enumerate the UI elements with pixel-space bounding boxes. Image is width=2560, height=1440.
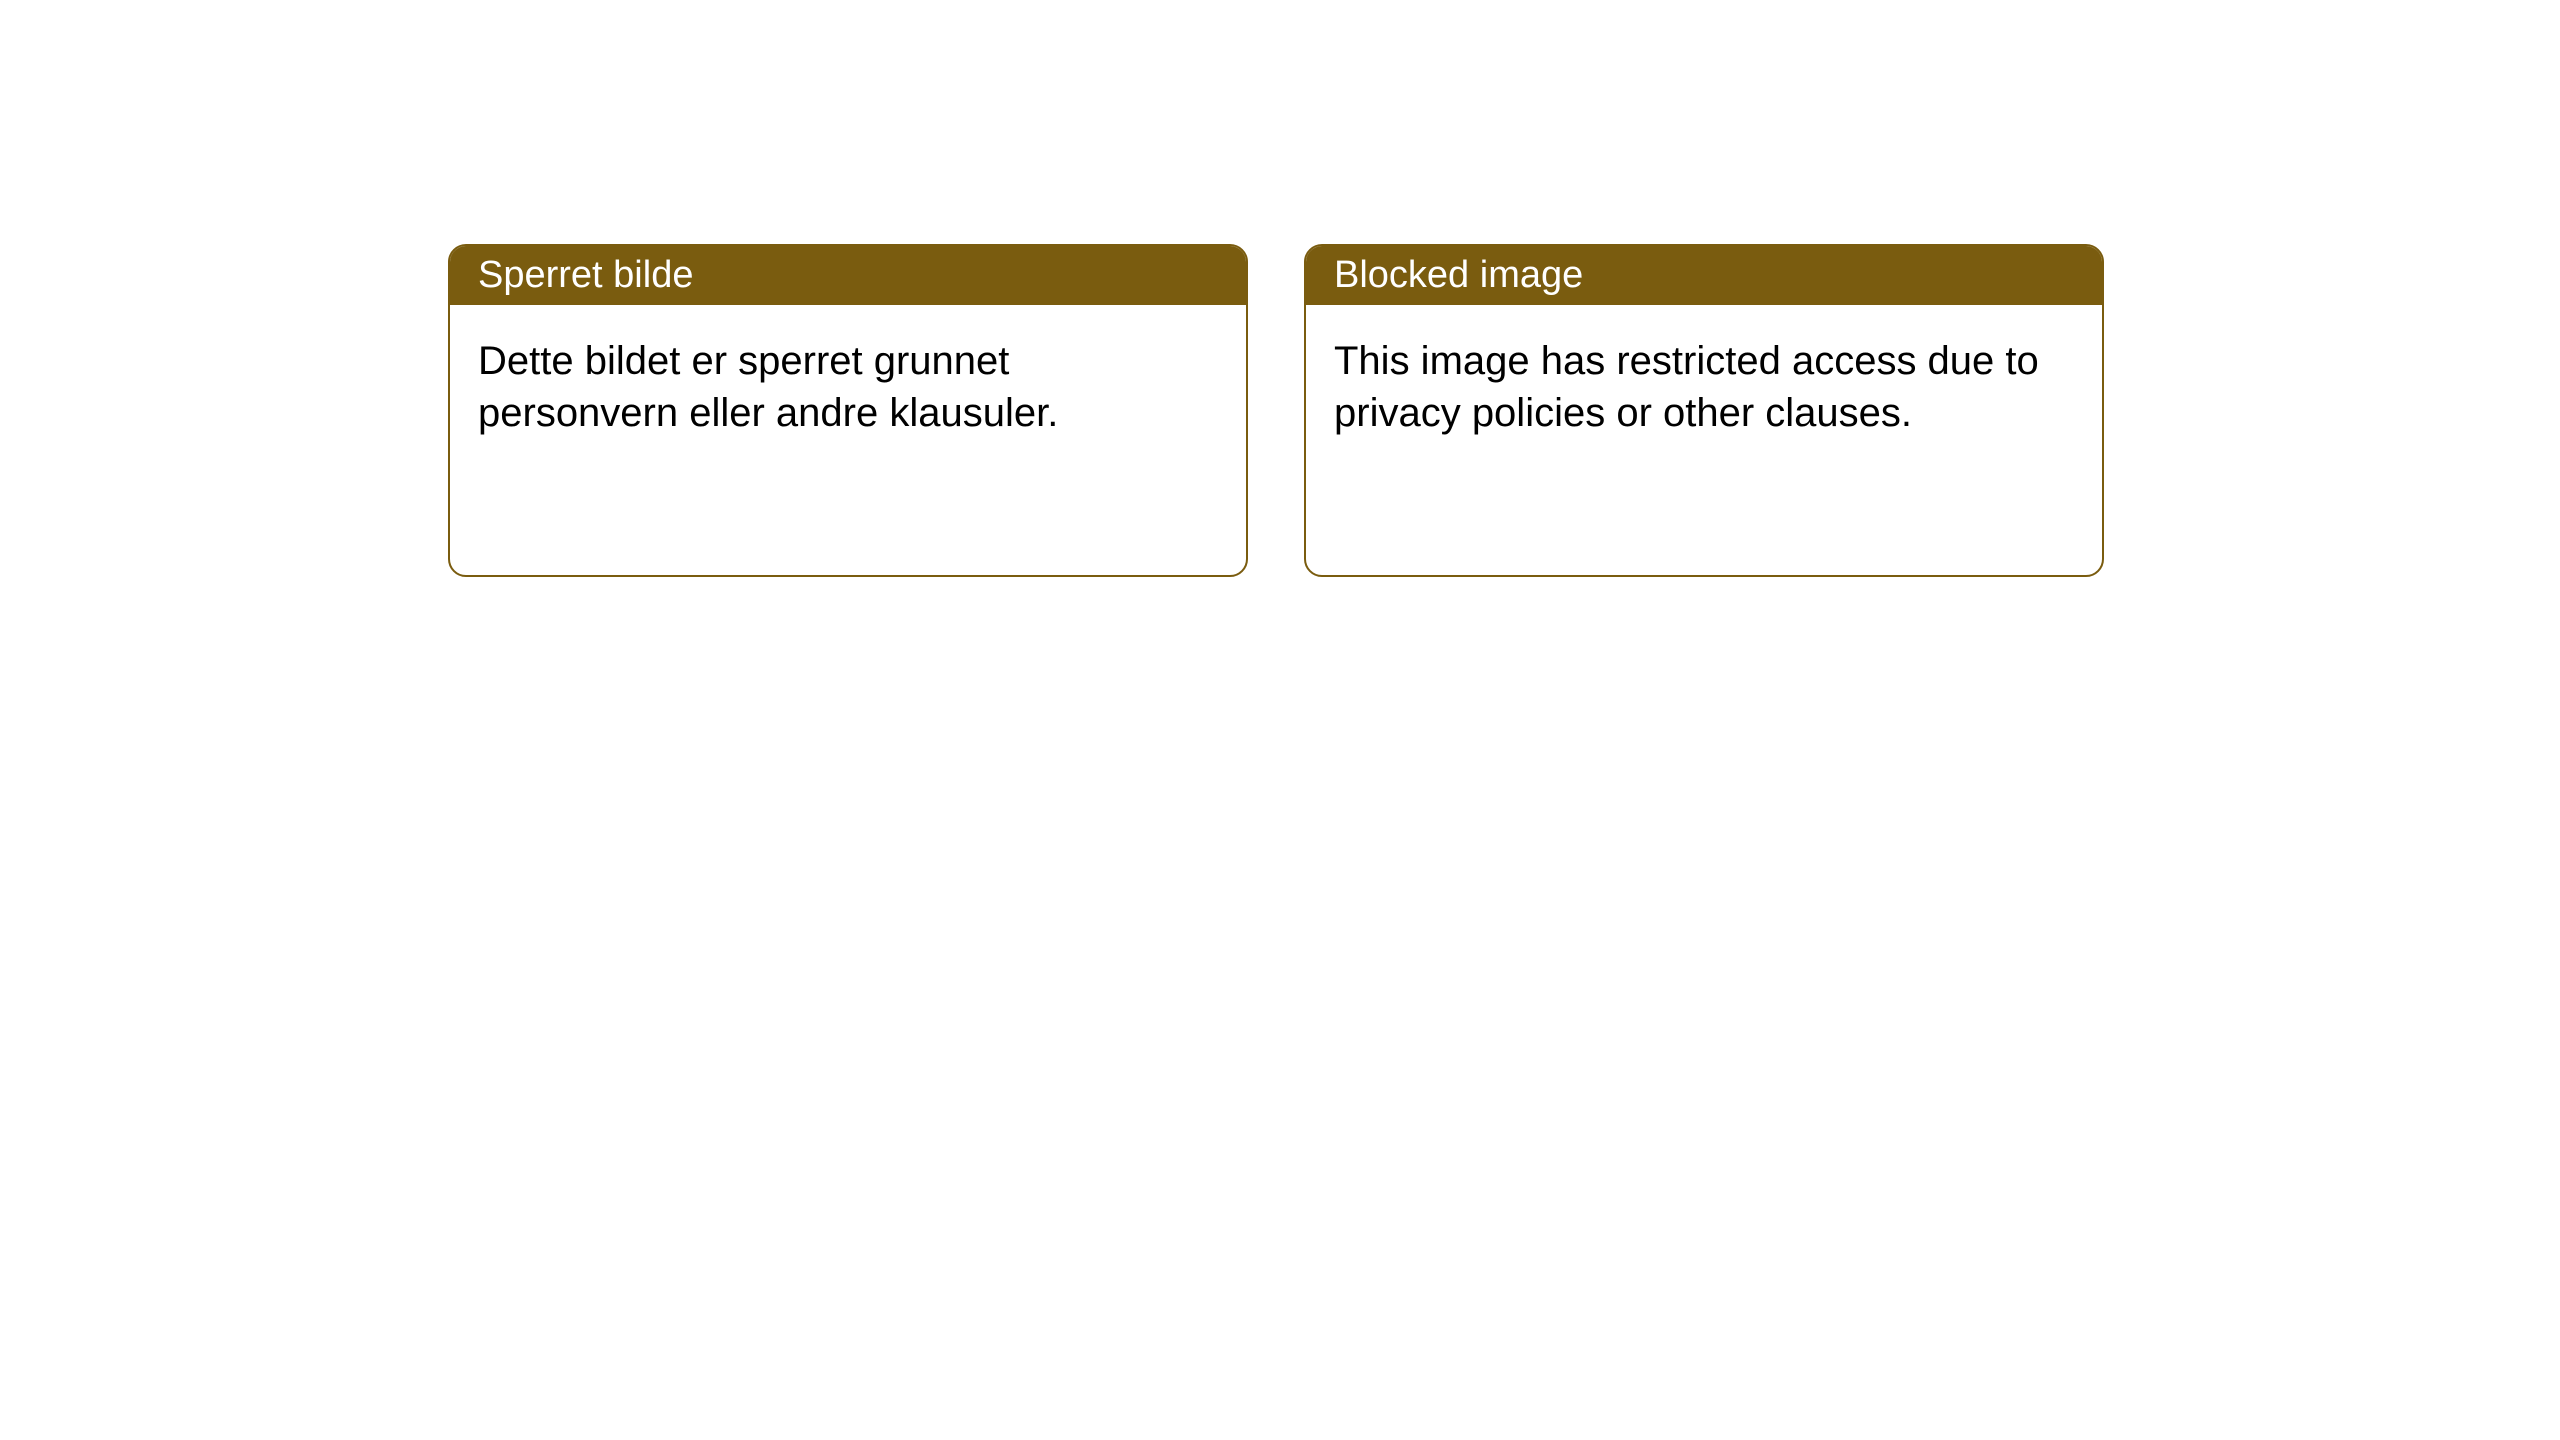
notice-container: Sperret bilde Dette bildet er sperret gr… xyxy=(448,244,2104,577)
notice-message: This image has restricted access due to … xyxy=(1334,339,2039,435)
notice-box-norwegian: Sperret bilde Dette bildet er sperret gr… xyxy=(448,244,1248,577)
notice-message: Dette bildet er sperret grunnet personve… xyxy=(478,339,1058,435)
notice-header: Sperret bilde xyxy=(450,246,1246,305)
notice-box-english: Blocked image This image has restricted … xyxy=(1304,244,2104,577)
notice-header: Blocked image xyxy=(1306,246,2102,305)
notice-title: Blocked image xyxy=(1334,254,1583,296)
notice-body: This image has restricted access due to … xyxy=(1306,305,2102,575)
notice-body: Dette bildet er sperret grunnet personve… xyxy=(450,305,1246,575)
notice-title: Sperret bilde xyxy=(478,254,693,296)
